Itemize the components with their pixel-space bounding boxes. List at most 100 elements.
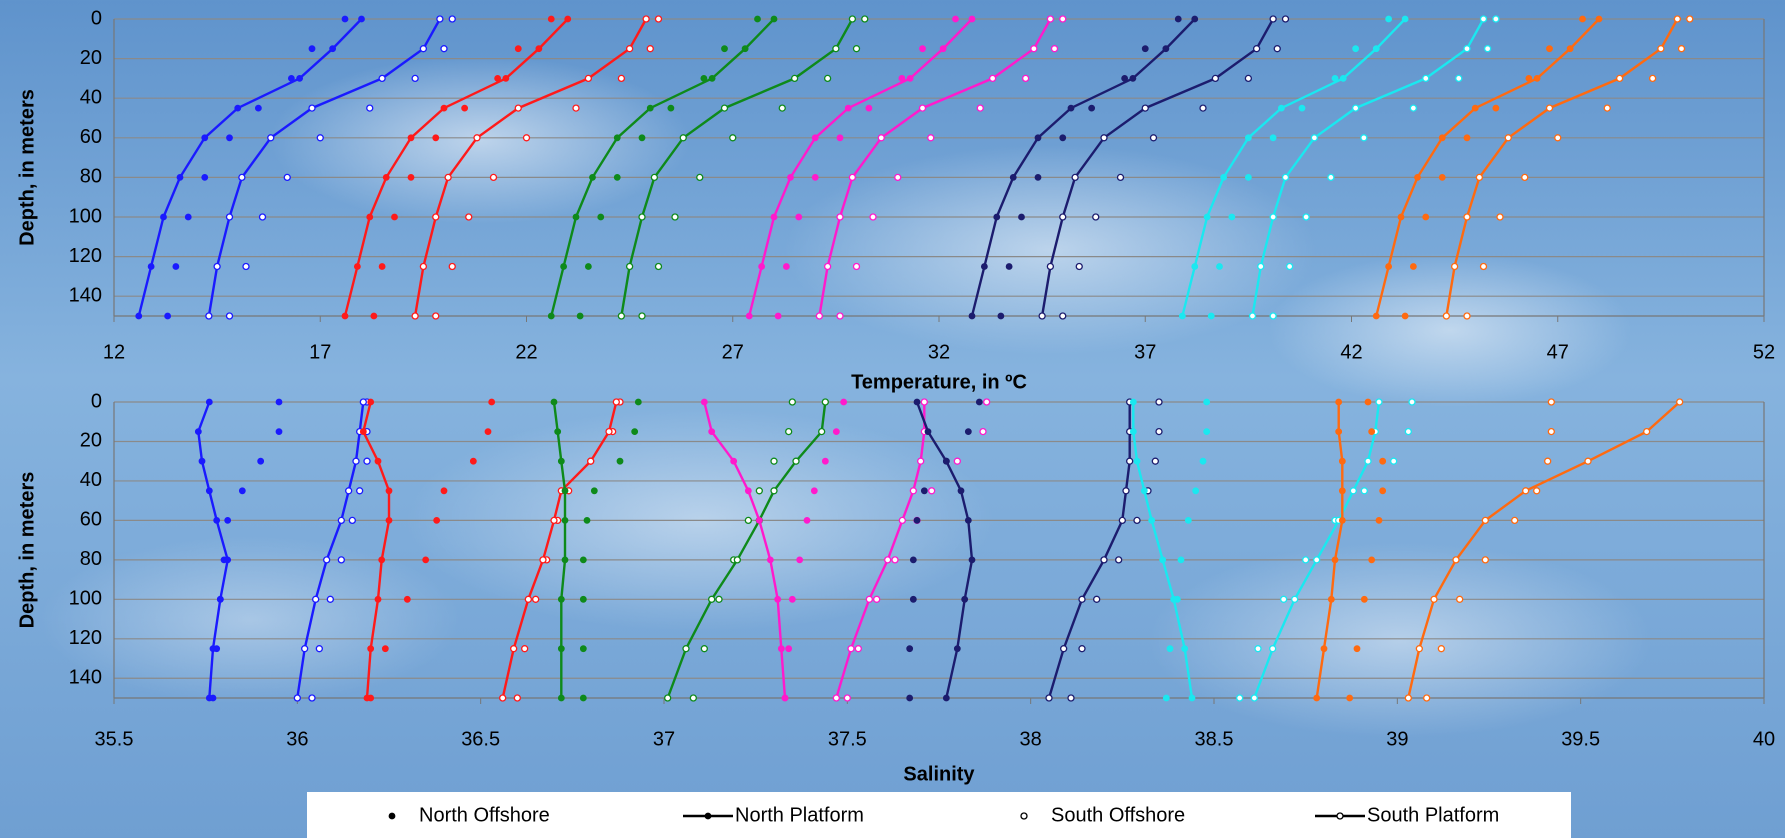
- data-point: [1328, 174, 1334, 180]
- data-point: [690, 695, 696, 701]
- series: [665, 399, 829, 701]
- data-point: [1464, 214, 1470, 220]
- data-point: [309, 105, 315, 111]
- legend-marker: [1337, 813, 1343, 819]
- data-point: [943, 458, 949, 464]
- data-point: [1167, 646, 1173, 652]
- data-point: [379, 75, 385, 81]
- data-point: [1093, 214, 1099, 220]
- data-point: [1361, 488, 1367, 494]
- data-point: [1423, 75, 1429, 81]
- series: [309, 399, 370, 701]
- data-point: [1035, 174, 1041, 180]
- data-point: [1156, 429, 1162, 435]
- data-point: [855, 646, 861, 652]
- data-point: [1339, 488, 1345, 494]
- data-point: [441, 488, 447, 494]
- data-point: [742, 46, 748, 52]
- data-point: [562, 557, 568, 563]
- y-tick-label: 0: [91, 390, 102, 412]
- data-point: [1354, 646, 1360, 652]
- data-point: [562, 517, 568, 523]
- y-tick-label: 40: [80, 86, 102, 108]
- data-point: [767, 557, 773, 563]
- data-point: [606, 429, 612, 435]
- data-point: [783, 264, 789, 270]
- data-point: [1047, 264, 1053, 270]
- data-point: [1415, 174, 1421, 180]
- data-point: [786, 429, 792, 435]
- data-point: [375, 458, 381, 464]
- data-point: [1060, 16, 1066, 22]
- data-point: [771, 488, 777, 494]
- data-point: [379, 557, 385, 563]
- x-tick-label: 39.5: [1561, 728, 1600, 750]
- data-point: [1141, 488, 1147, 494]
- y-axis-title: Depth, in meters: [16, 472, 38, 629]
- data-point: [1314, 557, 1320, 563]
- data-point: [833, 429, 839, 435]
- data-point: [1376, 517, 1382, 523]
- data-point: [1163, 46, 1169, 52]
- data-point: [632, 429, 638, 435]
- data-point: [1464, 313, 1470, 319]
- data-point: [342, 313, 348, 319]
- data-point: [1204, 214, 1210, 220]
- data-point: [420, 264, 426, 270]
- data-point: [1060, 214, 1066, 220]
- data-point: [573, 105, 579, 111]
- data-point: [701, 399, 707, 405]
- series: [1347, 399, 1386, 701]
- x-tick-label: 36.5: [461, 728, 500, 750]
- profile-line: [415, 19, 646, 316]
- data-point: [294, 695, 300, 701]
- data-point: [225, 557, 231, 563]
- series: [833, 399, 927, 701]
- data-point: [639, 135, 645, 141]
- data-point: [788, 174, 794, 180]
- data-point: [260, 214, 266, 220]
- legend-marker: [389, 813, 395, 819]
- data-point: [789, 399, 795, 405]
- series: [775, 16, 958, 319]
- data-point: [981, 264, 987, 270]
- data-point: [804, 517, 810, 523]
- data-point: [1347, 695, 1353, 701]
- data-point: [1130, 399, 1136, 405]
- data-point: [1204, 429, 1210, 435]
- data-point: [775, 313, 781, 319]
- data-point: [918, 458, 924, 464]
- data-point: [845, 105, 851, 111]
- series: [1046, 399, 1133, 701]
- data-point: [412, 313, 418, 319]
- data-point: [1250, 313, 1256, 319]
- data-point: [1127, 458, 1133, 464]
- series: [1424, 399, 1555, 701]
- series: [165, 16, 348, 319]
- data-point: [1391, 458, 1397, 464]
- data-point: [441, 46, 447, 52]
- data-point: [1192, 16, 1198, 22]
- data-point: [437, 16, 443, 22]
- data-point: [1644, 429, 1650, 435]
- data-point: [943, 695, 949, 701]
- legend-marker: [1021, 813, 1027, 819]
- series: [1237, 399, 1415, 701]
- data-point: [709, 75, 715, 81]
- data-point: [524, 135, 530, 141]
- data-point: [614, 135, 620, 141]
- data-point: [665, 695, 671, 701]
- data-point: [1068, 105, 1074, 111]
- data-point: [1245, 174, 1251, 180]
- data-point: [1365, 458, 1371, 464]
- data-point: [1163, 695, 1169, 701]
- data-point: [536, 46, 542, 52]
- y-tick-label: 60: [80, 509, 102, 531]
- data-point: [423, 557, 429, 563]
- data-point: [1361, 135, 1367, 141]
- legend-label: North Offshore: [419, 804, 550, 826]
- data-point: [276, 399, 282, 405]
- data-point: [404, 596, 410, 602]
- data-point: [1079, 596, 1085, 602]
- data-point: [1452, 264, 1458, 270]
